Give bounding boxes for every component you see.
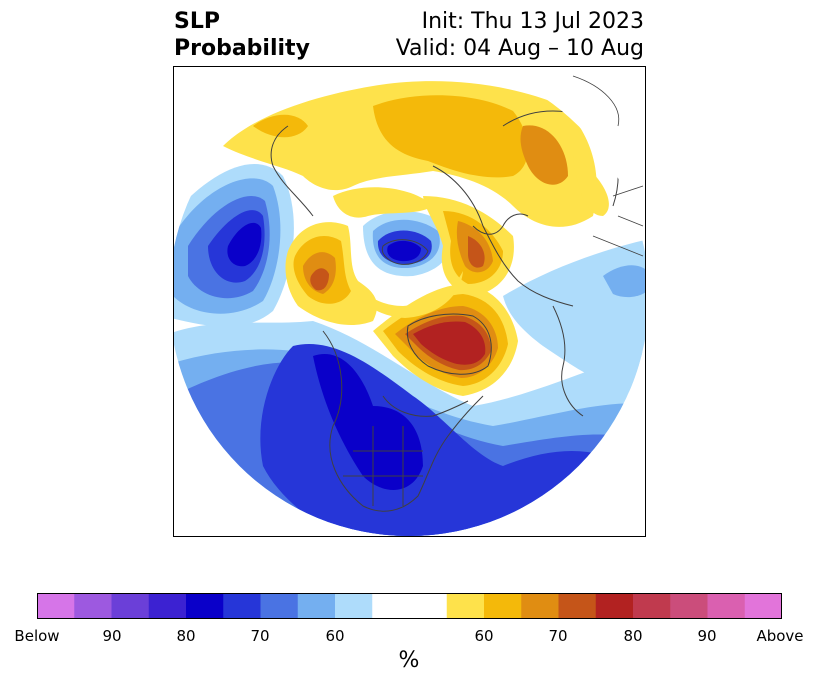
coastlines xyxy=(270,110,619,512)
colorbar-swatch xyxy=(297,593,336,619)
tick-label: 90 xyxy=(697,627,717,645)
plot-title-left: SLP Probability xyxy=(174,8,310,62)
probability-map xyxy=(173,66,646,537)
colorbar-swatch xyxy=(74,593,113,619)
colorbar-swatch xyxy=(148,593,187,619)
colorbar-swatch xyxy=(409,593,448,619)
colorbar-swatch xyxy=(521,593,560,619)
plot-title-right: Init: Thu 13 Jul 2023 Valid: 04 Aug – 10… xyxy=(396,8,644,62)
colorbar-swatch xyxy=(37,593,75,619)
colorbar-swatch xyxy=(335,593,373,619)
tick-label: 80 xyxy=(623,627,643,645)
colorbar-swatch xyxy=(595,593,634,619)
colorbar-swatch xyxy=(186,593,224,619)
kind-title: Probability xyxy=(174,36,310,61)
valid-range: Valid: 04 Aug – 10 Aug xyxy=(395,36,644,61)
tick-label: 70 xyxy=(250,627,270,645)
tick-label: 60 xyxy=(325,627,345,645)
colorbar-swatch xyxy=(633,593,671,619)
tick-label: Below xyxy=(14,627,60,645)
colorbar-swatch xyxy=(223,593,262,619)
colorbar-swatch xyxy=(372,593,411,619)
variable-title: SLP xyxy=(174,9,220,34)
colorbar-swatch xyxy=(707,593,746,619)
tick-label: Above xyxy=(756,627,804,645)
colorbar-swatch xyxy=(260,593,299,619)
probability-field xyxy=(173,66,646,536)
colorbar-unit-label: % xyxy=(398,648,420,673)
colorbar-swatch xyxy=(670,593,709,619)
colorbar-swatch xyxy=(484,593,522,619)
colorbar xyxy=(37,593,782,619)
colorbar-swatch xyxy=(446,593,485,619)
map-frame xyxy=(173,66,646,537)
colorbar-swatch xyxy=(111,593,150,619)
colorbar-swatch xyxy=(558,593,597,619)
colorbar-swatch xyxy=(744,593,782,619)
tick-label: 70 xyxy=(548,627,568,645)
init-date: Init: Thu 13 Jul 2023 xyxy=(421,9,644,34)
tick-label: 60 xyxy=(474,627,494,645)
land-borders-outside xyxy=(572,75,644,257)
tick-label: 90 xyxy=(102,627,122,645)
tick-label: 80 xyxy=(176,627,196,645)
